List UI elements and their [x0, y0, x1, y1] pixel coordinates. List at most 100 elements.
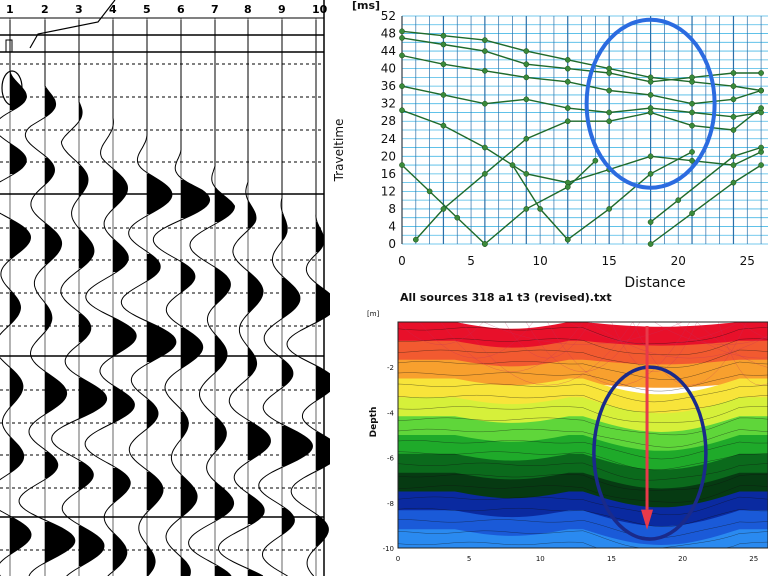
traveltime-point [730, 127, 737, 133]
trace-fill [45, 88, 56, 116]
velocity-contour [397, 462, 768, 481]
traveltime-x-tick: 25 [740, 254, 755, 268]
velocity-contour [397, 496, 768, 516]
trace-fill [316, 516, 329, 546]
trace-fill [147, 546, 156, 576]
trace-fill [181, 476, 198, 516]
trace-fill [282, 278, 300, 318]
traveltime-point [758, 144, 764, 151]
tomogram-y-tick: -6 [387, 455, 395, 463]
traveltime-point [523, 48, 530, 54]
traveltime-y-tick: 28 [381, 114, 396, 128]
ray-path [461, 321, 634, 386]
traveltime-y-axis-label: Traveltime [332, 119, 346, 183]
traveltime-point [509, 162, 516, 168]
tomogram-y-tick: -8 [387, 500, 394, 508]
trace-fill [215, 418, 227, 450]
traveltime-point [564, 65, 571, 72]
trace-fill [79, 104, 83, 120]
traveltime-point [523, 170, 530, 177]
trace-fill [10, 518, 31, 554]
traveltime-y-tick: 40 [381, 62, 396, 76]
trace-fill [45, 372, 67, 414]
velocity-contour [397, 406, 768, 423]
trace-fill [79, 230, 94, 268]
trace-fill [79, 526, 104, 566]
traveltime-highlight-ellipse [584, 17, 717, 190]
trace-label: 9 [278, 3, 286, 16]
trace-fill [248, 202, 256, 228]
traveltime-y-tick: 8 [388, 202, 396, 216]
trace-fill [10, 438, 24, 472]
traveltime-point [606, 206, 613, 212]
traveltime-point [758, 70, 764, 76]
seismic-trace [84, 20, 137, 576]
tomogram-title: All sources 318 a1 t3 (revised).txt [400, 292, 612, 304]
traveltime-point [564, 184, 571, 190]
tomogram-panel: All sources 318 a1 t3 (revised).txt [m] … [330, 292, 768, 576]
trace-fill [316, 432, 330, 470]
traveltime-chart: [ms] Traveltime Distance 524844403632282… [332, 0, 768, 291]
traveltime-x-tick: 10 [532, 254, 547, 268]
traveltime-unit-label: [ms] [352, 0, 380, 12]
velocity-contour [397, 530, 768, 549]
traveltime-point [730, 96, 737, 103]
traveltime-point [689, 157, 695, 164]
traveltime-point [523, 96, 530, 103]
trace-fill [79, 166, 88, 196]
traveltime-y-tick: 44 [381, 44, 396, 58]
tomogram-chart: All sources 318 a1 t3 (revised).txt [m] … [367, 292, 768, 563]
trace-fill [215, 482, 234, 520]
trace-fill [147, 254, 161, 280]
ray-path [739, 321, 768, 340]
ray-path [589, 321, 768, 359]
traveltime-point [647, 92, 654, 98]
traveltime-point [440, 41, 447, 48]
ray-path [419, 321, 534, 359]
ray-path [568, 321, 740, 345]
traveltime-point [564, 105, 571, 111]
traveltime-x-tick: 15 [602, 254, 617, 268]
velocity-contour [397, 507, 768, 527]
traveltime-point [482, 67, 488, 74]
traveltime-point [689, 122, 695, 129]
trace-fill [10, 220, 31, 258]
trace-fill [181, 558, 191, 576]
depth-arrow-head [641, 509, 654, 530]
traveltime-point [523, 206, 530, 212]
trace-fill [113, 468, 131, 502]
traveltime-point [758, 105, 764, 111]
traveltime-point [647, 170, 654, 177]
tomogram-x-tick: 20 [678, 555, 687, 563]
traveltime-y-tick: 36 [381, 79, 396, 93]
traveltime-point [399, 28, 405, 35]
traveltime-point [399, 162, 405, 168]
trace-fill [215, 188, 235, 222]
tomogram-x-tick: 15 [607, 555, 616, 563]
velocity-contour [397, 327, 768, 345]
trace-fill [316, 222, 324, 252]
trace-fill [282, 214, 288, 240]
traveltime-point [758, 162, 764, 168]
trace-label: 8 [244, 3, 252, 16]
trace-fill [282, 508, 295, 534]
traveltime-point [523, 135, 530, 142]
tomogram-x-tick: 0 [396, 555, 400, 563]
traveltime-series-line [650, 146, 762, 223]
ray-path [654, 321, 768, 345]
traveltime-point [440, 92, 447, 98]
ray-path [440, 321, 584, 372]
trace-fill [215, 268, 231, 304]
traveltime-point [592, 157, 599, 164]
trace-fill [45, 224, 62, 264]
traveltime-point [399, 35, 405, 41]
traveltime-point [606, 87, 613, 94]
traveltime-point [440, 206, 447, 212]
traveltime-point [399, 107, 405, 114]
traveltime-point [730, 162, 737, 168]
velocity-contour [397, 372, 768, 392]
trace-fill [113, 170, 128, 208]
tomogram-unit-label: [m] [367, 310, 380, 318]
traveltime-point [523, 74, 530, 81]
trace-fill [316, 284, 330, 322]
